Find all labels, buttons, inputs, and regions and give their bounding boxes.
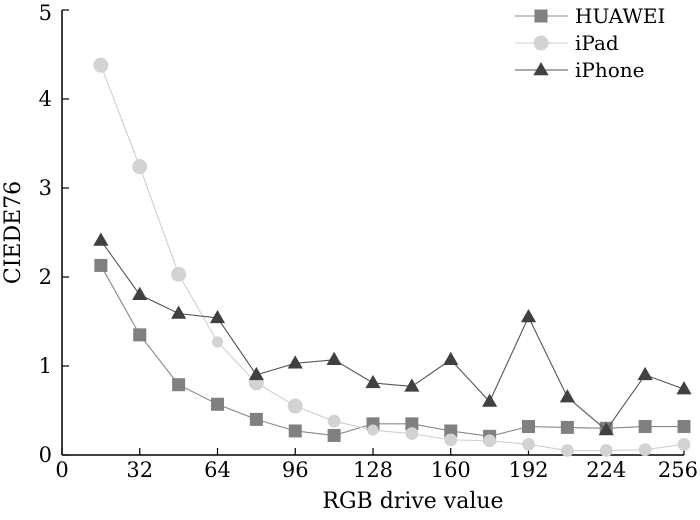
data-point-iphone — [404, 378, 420, 392]
data-point-iphone — [676, 381, 692, 395]
data-point-huawei — [560, 420, 574, 434]
data-point-iphone — [287, 355, 303, 369]
y-tick-label: 2 — [39, 265, 52, 289]
x-tick-label: 128 — [353, 458, 393, 482]
data-point-huawei — [522, 420, 535, 434]
series-ipad — [93, 57, 691, 457]
y-axis-title: CIEDE76 — [1, 181, 26, 284]
data-point-huawei — [327, 428, 341, 442]
legend-label-iphone: iPhone — [575, 58, 645, 82]
data-point-huawei — [638, 420, 652, 434]
x-tick-label: 64 — [204, 458, 231, 482]
data-point-ipad — [599, 444, 613, 457]
data-point-huawei — [211, 397, 224, 411]
data-point-huawei — [677, 420, 691, 434]
data-point-huawei — [172, 378, 186, 392]
data-point-iphone — [520, 309, 537, 323]
series-line-huawei — [100, 265, 684, 437]
legend-label-huawei: HUAWEI — [575, 4, 665, 28]
x-axis-title: RGB drive value — [322, 489, 503, 514]
y-tick-label: 5 — [39, 1, 52, 25]
data-point-iphone — [443, 351, 459, 365]
data-point-ipad — [211, 336, 224, 348]
y-tick-label: 4 — [39, 87, 52, 111]
data-point-iphone — [248, 366, 264, 381]
data-point-ipad — [287, 398, 303, 414]
x-tick-label: 160 — [431, 458, 471, 482]
data-point-iphone — [171, 305, 187, 319]
x-tick-label: 32 — [126, 458, 153, 482]
data-point-ipad — [327, 414, 341, 428]
data-point-huawei — [249, 412, 263, 426]
data-point-ipad — [93, 57, 109, 73]
data-point-iphone — [209, 309, 226, 324]
data-point-huawei — [94, 258, 108, 272]
legend-item-iphone: iPhone — [515, 58, 645, 82]
data-point-iphone — [326, 351, 342, 365]
x-tick-label: 0 — [55, 458, 68, 482]
series-iphone — [93, 232, 692, 436]
axes: 0 32 64 96 128 160 192 224 256 0 1 2 3 4 5 — [39, 1, 698, 482]
x-tick-label: 256 — [658, 458, 698, 482]
x-tick-label: 224 — [586, 458, 626, 482]
data-point-ipad — [677, 437, 691, 451]
legend-item-huawei: HUAWEI — [515, 4, 665, 28]
legend-item-ipad: iPad — [515, 31, 619, 55]
data-point-ipad — [561, 444, 574, 457]
data-point-ipad — [367, 424, 379, 436]
y-tick-label: 3 — [39, 176, 52, 200]
x-tick-label: 192 — [508, 458, 548, 482]
data-point-iphone — [637, 366, 653, 381]
data-point-ipad — [405, 427, 419, 441]
x-tick-label: 96 — [282, 458, 309, 482]
data-point-iphone — [93, 232, 109, 246]
legend-marker-huawei — [534, 9, 548, 23]
data-point-iphone — [365, 374, 381, 389]
legend: HUAWEI iPad iPhone — [515, 4, 665, 82]
data-point-ipad — [171, 266, 187, 282]
data-point-huawei — [288, 424, 302, 438]
series-huawei — [94, 258, 691, 443]
legend-marker-ipad — [533, 35, 549, 51]
data-point-iphone — [598, 422, 614, 436]
data-point-iphone — [482, 393, 498, 407]
legend-label-ipad: iPad — [575, 31, 619, 55]
y-tick-label: 1 — [39, 354, 52, 378]
legend-marker-iphone — [533, 62, 549, 76]
data-point-huawei — [405, 417, 419, 431]
data-point-iphone — [559, 389, 575, 403]
data-point-ipad — [483, 434, 496, 448]
data-point-ipad — [132, 159, 148, 175]
series-layer — [93, 57, 692, 457]
series-line-ipad — [100, 64, 685, 452]
data-point-huawei — [444, 424, 458, 438]
data-point-ipad — [638, 443, 652, 457]
y-tick-label: 0 — [39, 443, 52, 467]
data-point-ipad — [522, 437, 535, 451]
series-line-iphone — [100, 240, 685, 431]
data-point-huawei — [133, 328, 147, 342]
data-point-iphone — [132, 286, 148, 300]
data-point-ipad — [444, 433, 458, 447]
